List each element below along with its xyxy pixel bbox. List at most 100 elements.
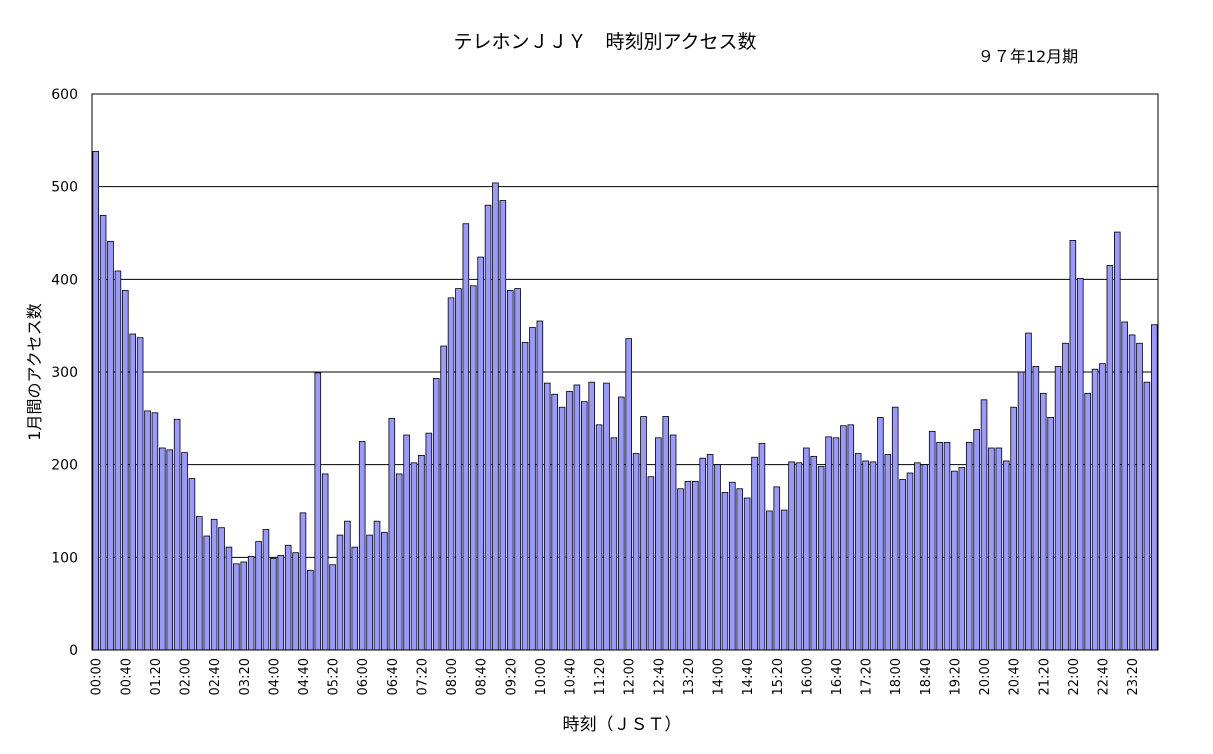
bar — [566, 391, 573, 651]
bar — [625, 338, 632, 651]
bar — [980, 399, 988, 651]
bar — [1017, 371, 1025, 651]
y-axis-label: 1月間のアクセス数 — [25, 303, 44, 440]
bar — [706, 454, 714, 651]
bar — [233, 563, 240, 651]
bar — [958, 467, 966, 651]
bar — [1128, 334, 1136, 651]
bar — [151, 412, 159, 651]
bar — [1151, 324, 1158, 651]
bar — [891, 406, 899, 651]
bar — [284, 544, 292, 651]
bar — [1032, 366, 1040, 651]
x-tick-label: 16:40 — [830, 658, 845, 695]
bar — [743, 497, 751, 651]
x-tick-label: 23:20 — [1126, 658, 1141, 695]
bar — [336, 534, 344, 651]
bar — [144, 410, 151, 651]
bar — [484, 204, 492, 651]
bar — [825, 436, 832, 651]
x-tick-label: 08:40 — [475, 658, 490, 695]
bar — [684, 480, 692, 651]
bar — [595, 424, 603, 651]
bar — [618, 396, 625, 651]
x-axis-label: 時刻（ＪＳＴ） — [563, 715, 682, 735]
x-tick-label: 19:20 — [948, 658, 963, 695]
bar — [995, 447, 1003, 651]
bar — [729, 481, 736, 651]
x-tick-label: 15:20 — [771, 658, 786, 695]
bar — [388, 417, 396, 651]
bar — [1062, 342, 1069, 651]
bar — [418, 454, 425, 651]
bar — [203, 535, 211, 651]
bar — [358, 441, 366, 651]
bar — [914, 462, 921, 651]
bar — [699, 457, 707, 651]
bar — [403, 434, 410, 651]
bar — [329, 564, 336, 651]
bar — [854, 453, 862, 651]
bar — [1039, 392, 1047, 651]
x-tick-label: 21:20 — [1037, 658, 1052, 695]
bar — [136, 337, 144, 651]
chart-title: テレホンＪＪＹ 時刻別アクセス数 — [453, 31, 756, 53]
bar — [610, 437, 618, 651]
bar — [965, 442, 973, 651]
x-tick-label: 13:20 — [682, 658, 697, 695]
bar — [795, 462, 803, 651]
x-tick-label: 02:00 — [179, 658, 194, 695]
x-tick-label: 06:40 — [386, 658, 401, 695]
bar — [440, 345, 447, 651]
bar — [344, 520, 351, 651]
bar — [492, 182, 499, 651]
bar — [307, 569, 314, 651]
bar — [381, 531, 388, 651]
bar — [751, 456, 758, 651]
x-tick-label: 11:20 — [593, 658, 608, 695]
x-tick-label: 05:20 — [327, 658, 342, 695]
bar — [314, 372, 322, 651]
bar — [899, 479, 906, 651]
bar — [803, 447, 810, 651]
bar — [107, 240, 114, 651]
bar — [1025, 332, 1032, 651]
bar — [432, 378, 440, 651]
bar — [766, 510, 773, 651]
bar — [1121, 321, 1128, 651]
bar — [122, 290, 129, 651]
bar — [832, 437, 840, 651]
bar — [351, 546, 359, 651]
bar — [506, 290, 514, 651]
bar — [817, 466, 825, 651]
bar — [603, 382, 610, 651]
bar — [521, 341, 529, 651]
x-tick-label: 12:40 — [652, 658, 667, 695]
bar — [647, 476, 655, 651]
bar — [551, 393, 558, 651]
bar — [714, 464, 721, 651]
y-tick-label: 0 — [69, 643, 78, 659]
bar — [655, 437, 662, 651]
bar — [928, 430, 936, 651]
bar — [255, 541, 262, 651]
bar — [210, 518, 218, 651]
bar — [973, 429, 980, 651]
bar — [1069, 240, 1077, 651]
bar — [543, 382, 551, 651]
y-tick-label: 600 — [51, 87, 78, 103]
x-tick-label: 08:00 — [445, 658, 460, 695]
bar — [1091, 368, 1099, 651]
x-tick-label: 04:40 — [297, 658, 312, 695]
bar — [677, 488, 684, 651]
bar — [581, 401, 588, 651]
x-tick-label: 18:40 — [919, 658, 934, 695]
bar — [847, 424, 855, 651]
bar — [366, 534, 373, 651]
bar — [373, 520, 381, 651]
bar — [477, 256, 484, 651]
x-tick-label: 22:00 — [1067, 658, 1082, 695]
bar — [262, 529, 270, 651]
x-tick-label: 12:00 — [623, 658, 638, 695]
